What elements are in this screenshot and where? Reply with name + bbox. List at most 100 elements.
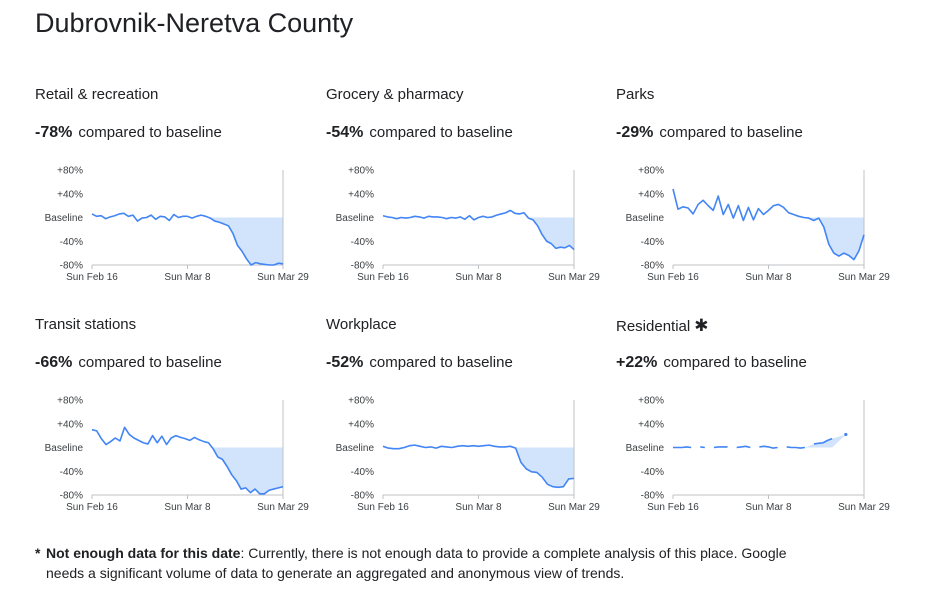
y-tick-label: -80% [641, 491, 664, 502]
footnote-line-1: * Not enough data for this date: Currentl… [35, 543, 895, 563]
pct-suffix: compared to baseline [78, 354, 222, 371]
shaded-region [510, 447, 574, 488]
panel-title: Retail & recreation [35, 86, 158, 103]
series-line [700, 446, 705, 449]
x-tick-label: Sun Mar 29 [838, 502, 890, 513]
pct-line: -78% compared to baseline [35, 124, 222, 142]
y-tick-label: Baseline [336, 213, 375, 224]
y-tick-label: +80% [348, 396, 374, 407]
pct-line: +22% compared to baseline [616, 354, 807, 372]
chart-1: +80% +40% Baseline -40% -80%Sun Feb 16 Sun Ma… [336, 166, 601, 284]
pct-value: -66% [35, 354, 73, 371]
panel-0: Retail & recreation -78% compared to basel… [35, 86, 320, 301]
data-point [844, 432, 848, 437]
pct-value: -54% [326, 124, 364, 141]
series-line [91, 212, 284, 266]
series-line [786, 446, 805, 449]
footnote-line-2: needs a significant volume of data to ge… [46, 565, 625, 581]
y-tick-label: -80% [60, 491, 83, 502]
panel-2: Parks -29% compared to baseline +80% +40% Bas… [616, 86, 901, 301]
shaded-region [208, 447, 283, 494]
x-tick-label: Sun Mar 29 [257, 272, 309, 283]
y-tick-label: Baseline [626, 443, 665, 454]
pct-value: -52% [326, 354, 364, 371]
y-tick-label: +80% [57, 396, 83, 407]
x-tick-label: Sun Mar 8 [745, 272, 792, 283]
shaded-region [803, 217, 864, 260]
pct-suffix: compared to baseline [78, 124, 222, 141]
panel-title-text: Residential [616, 318, 691, 335]
footnote-asterisk: * [35, 545, 41, 561]
panel-title-text: Parks [616, 86, 655, 103]
series-line [713, 446, 728, 449]
chart-3: +80% +40% Baseline -40% -80%Sun Feb 16 Sun Ma… [45, 396, 310, 514]
y-tick-label: +40% [57, 419, 83, 430]
series-line [673, 446, 692, 449]
chart-5: +80% +40% Baseline -40% -80%Sun Feb 16 Sun Ma… [626, 396, 891, 514]
y-tick-label: Baseline [336, 443, 375, 454]
y-tick-label: +40% [348, 419, 374, 430]
pct-value: -29% [616, 124, 654, 141]
pct-value: +22% [616, 354, 658, 371]
series-line [813, 437, 833, 445]
pct-line: -54% compared to baseline [326, 124, 513, 142]
page-title: Dubrovnik-Neretva County [35, 8, 354, 38]
y-tick-label: +40% [638, 419, 664, 430]
x-tick-label: Sun Feb 16 [66, 272, 118, 283]
y-tick-label: -40% [351, 467, 374, 478]
panel-title: Grocery & pharmacy [326, 86, 464, 103]
pct-line: -52% compared to baseline [326, 354, 513, 372]
y-tick-label: -80% [351, 491, 374, 502]
x-tick-label: Sun Mar 8 [164, 502, 211, 513]
y-tick-label: +80% [348, 166, 374, 177]
x-tick-label: Sun Mar 29 [838, 272, 890, 283]
footnote-bold-text: Not enough data for this date [46, 545, 241, 561]
x-tick-label: Sun Mar 8 [455, 272, 502, 283]
panel-5: Residential ✱ +22% compared to baseline +80%… [616, 316, 901, 531]
series-line [736, 445, 751, 449]
series-line [91, 426, 284, 495]
y-tick-label: Baseline [45, 443, 84, 454]
x-tick-label: Sun Mar 29 [548, 272, 600, 283]
y-tick-label: -80% [60, 261, 83, 272]
chart-4: +80% +40% Baseline -40% -80%Sun Feb 16 Sun Ma… [336, 396, 601, 514]
y-tick-label: -80% [351, 261, 374, 272]
series-line [382, 444, 575, 489]
shaded-region [187, 217, 283, 265]
series-line [382, 209, 575, 251]
panel-title-text: Grocery & pharmacy [326, 86, 464, 103]
x-tick-label: Sun Mar 29 [548, 502, 600, 513]
panel-1: Grocery & pharmacy -54% compared to baseli… [326, 86, 611, 301]
y-tick-label: +80% [57, 166, 83, 177]
chart-2: +80% +40% Baseline -40% -80%Sun Feb 16 Sun Ma… [626, 166, 891, 284]
panel-title: Workplace [326, 316, 397, 333]
x-tick-label: Sun Mar 8 [164, 272, 211, 283]
y-tick-label: +80% [638, 396, 664, 407]
panel-4: Workplace -52% compared to baseline +80% +40… [326, 316, 611, 531]
y-tick-label: +40% [57, 189, 83, 200]
x-tick-label: Sun Mar 8 [455, 502, 502, 513]
panel-title: Residential ✱ [616, 316, 708, 336]
x-tick-label: Sun Feb 16 [357, 272, 409, 283]
series-line [672, 188, 865, 261]
panel-title-text: Workplace [326, 316, 397, 333]
panel-title: Parks [616, 86, 654, 103]
pct-suffix: compared to baseline [369, 124, 513, 141]
pct-suffix: compared to baseline [659, 124, 803, 141]
panel-3: Transit stations -66% compared to baseline… [35, 316, 320, 531]
pct-line: -66% compared to baseline [35, 354, 222, 372]
y-tick-label: -80% [641, 261, 664, 272]
y-tick-label: +80% [638, 166, 664, 177]
series-line [759, 445, 778, 449]
y-tick-label: -40% [351, 237, 374, 248]
pct-line: -29% compared to baseline [616, 124, 803, 142]
panel-title-text: Transit stations [35, 316, 137, 333]
y-tick-label: -40% [60, 467, 83, 478]
x-tick-label: Sun Mar 8 [745, 502, 792, 513]
x-tick-label: Sun Feb 16 [647, 272, 699, 283]
x-tick-label: Sun Feb 16 [357, 502, 409, 513]
x-tick-label: Sun Mar 29 [257, 502, 309, 513]
y-tick-label: +40% [638, 189, 664, 200]
x-tick-label: Sun Feb 16 [66, 502, 118, 513]
y-tick-label: Baseline [626, 213, 665, 224]
